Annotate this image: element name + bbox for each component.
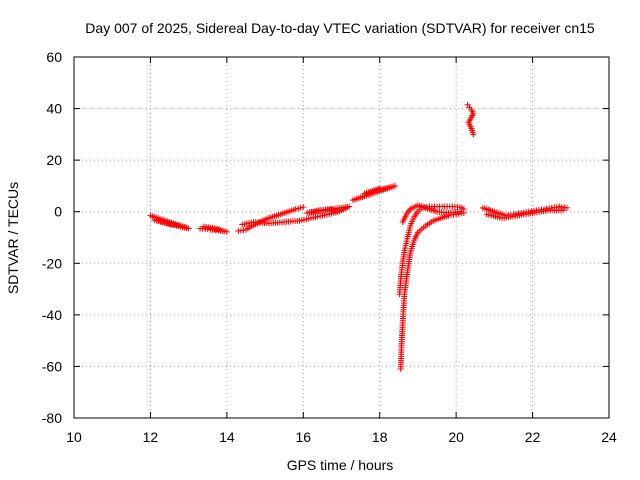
data-point	[244, 225, 251, 232]
data-marks	[147, 101, 570, 373]
axis-ticks: 10 12 14 16 18 20 22 24 -80 -60 -40 -20 0 20 40 60	[42, 49, 617, 445]
data-point	[401, 249, 408, 256]
series-segment-arc-6	[464, 101, 477, 138]
y-tick-label: 20	[46, 152, 62, 168]
data-point	[431, 203, 438, 210]
data-point	[527, 210, 534, 217]
y-tick-label: -40	[42, 307, 62, 323]
data-point	[458, 210, 465, 217]
x-tick-label: 20	[448, 429, 464, 445]
data-point	[410, 239, 417, 246]
data-point	[179, 223, 186, 230]
series-segment-arc-2	[197, 223, 230, 235]
data-point	[332, 208, 339, 215]
data-point	[290, 206, 297, 213]
data-point	[297, 204, 304, 211]
series-segment-arc-4	[349, 182, 398, 204]
series-segment-arc-5	[396, 202, 467, 373]
data-point	[557, 207, 564, 214]
data-point	[428, 219, 435, 226]
data-point	[300, 204, 307, 211]
data-point	[305, 215, 312, 222]
y-tick-label: 60	[46, 49, 62, 65]
y-axis-label: SDTVAR / TECUs	[5, 182, 21, 294]
data-point	[403, 277, 410, 284]
data-point	[399, 262, 406, 269]
x-axis-label: GPS time / hours	[287, 457, 394, 473]
data-point	[355, 195, 362, 202]
data-point	[275, 211, 282, 218]
data-point	[267, 214, 274, 221]
series-segment-arc-7	[479, 203, 570, 222]
data-point	[420, 224, 427, 231]
data-point	[561, 204, 568, 211]
data-point	[406, 225, 413, 232]
data-point	[402, 213, 409, 220]
data-point	[439, 203, 446, 210]
data-point	[313, 207, 320, 214]
chart-title: Day 007 of 2025, Sidereal Day-to-day VTE…	[85, 20, 595, 36]
data-point	[406, 207, 413, 214]
data-point	[469, 129, 476, 136]
y-tick-label: -60	[42, 358, 62, 374]
data-point	[485, 206, 492, 213]
data-point	[295, 205, 302, 212]
data-point	[454, 208, 461, 215]
data-point	[405, 265, 412, 272]
grid	[73, 56, 610, 419]
x-tick-label: 16	[295, 429, 311, 445]
x-tick-label: 10	[66, 429, 82, 445]
series-segment-arc-3	[235, 203, 353, 235]
x-tick-label: 24	[601, 429, 617, 445]
y-tick-label: -20	[42, 255, 62, 271]
data-point	[466, 121, 473, 128]
data-point	[413, 231, 420, 238]
plot-frame	[73, 56, 610, 419]
data-point	[446, 203, 453, 210]
data-point	[432, 208, 439, 215]
data-point	[458, 205, 465, 212]
data-point	[512, 212, 519, 219]
data-point	[294, 217, 301, 224]
x-tick-label: 14	[219, 429, 235, 445]
series-segment-arc-1	[147, 212, 192, 232]
x-tick-label: 12	[143, 429, 159, 445]
data-point	[317, 213, 324, 220]
data-point	[468, 125, 475, 132]
data-point	[406, 252, 413, 259]
data-point	[454, 203, 461, 210]
data-point	[493, 209, 500, 216]
data-point	[164, 220, 171, 227]
y-tick-label: 40	[46, 101, 62, 117]
data-point	[240, 227, 247, 234]
x-tick-label: 18	[372, 429, 388, 445]
data-point	[283, 209, 290, 216]
y-tick-label: 0	[54, 204, 62, 220]
data-point	[374, 186, 381, 193]
x-tick-label: 22	[525, 429, 541, 445]
data-point	[403, 238, 410, 245]
data-point	[435, 215, 442, 222]
data-point	[214, 225, 221, 232]
y-tick-label: -80	[42, 410, 62, 426]
data-point	[410, 216, 417, 223]
data-point	[413, 210, 420, 217]
